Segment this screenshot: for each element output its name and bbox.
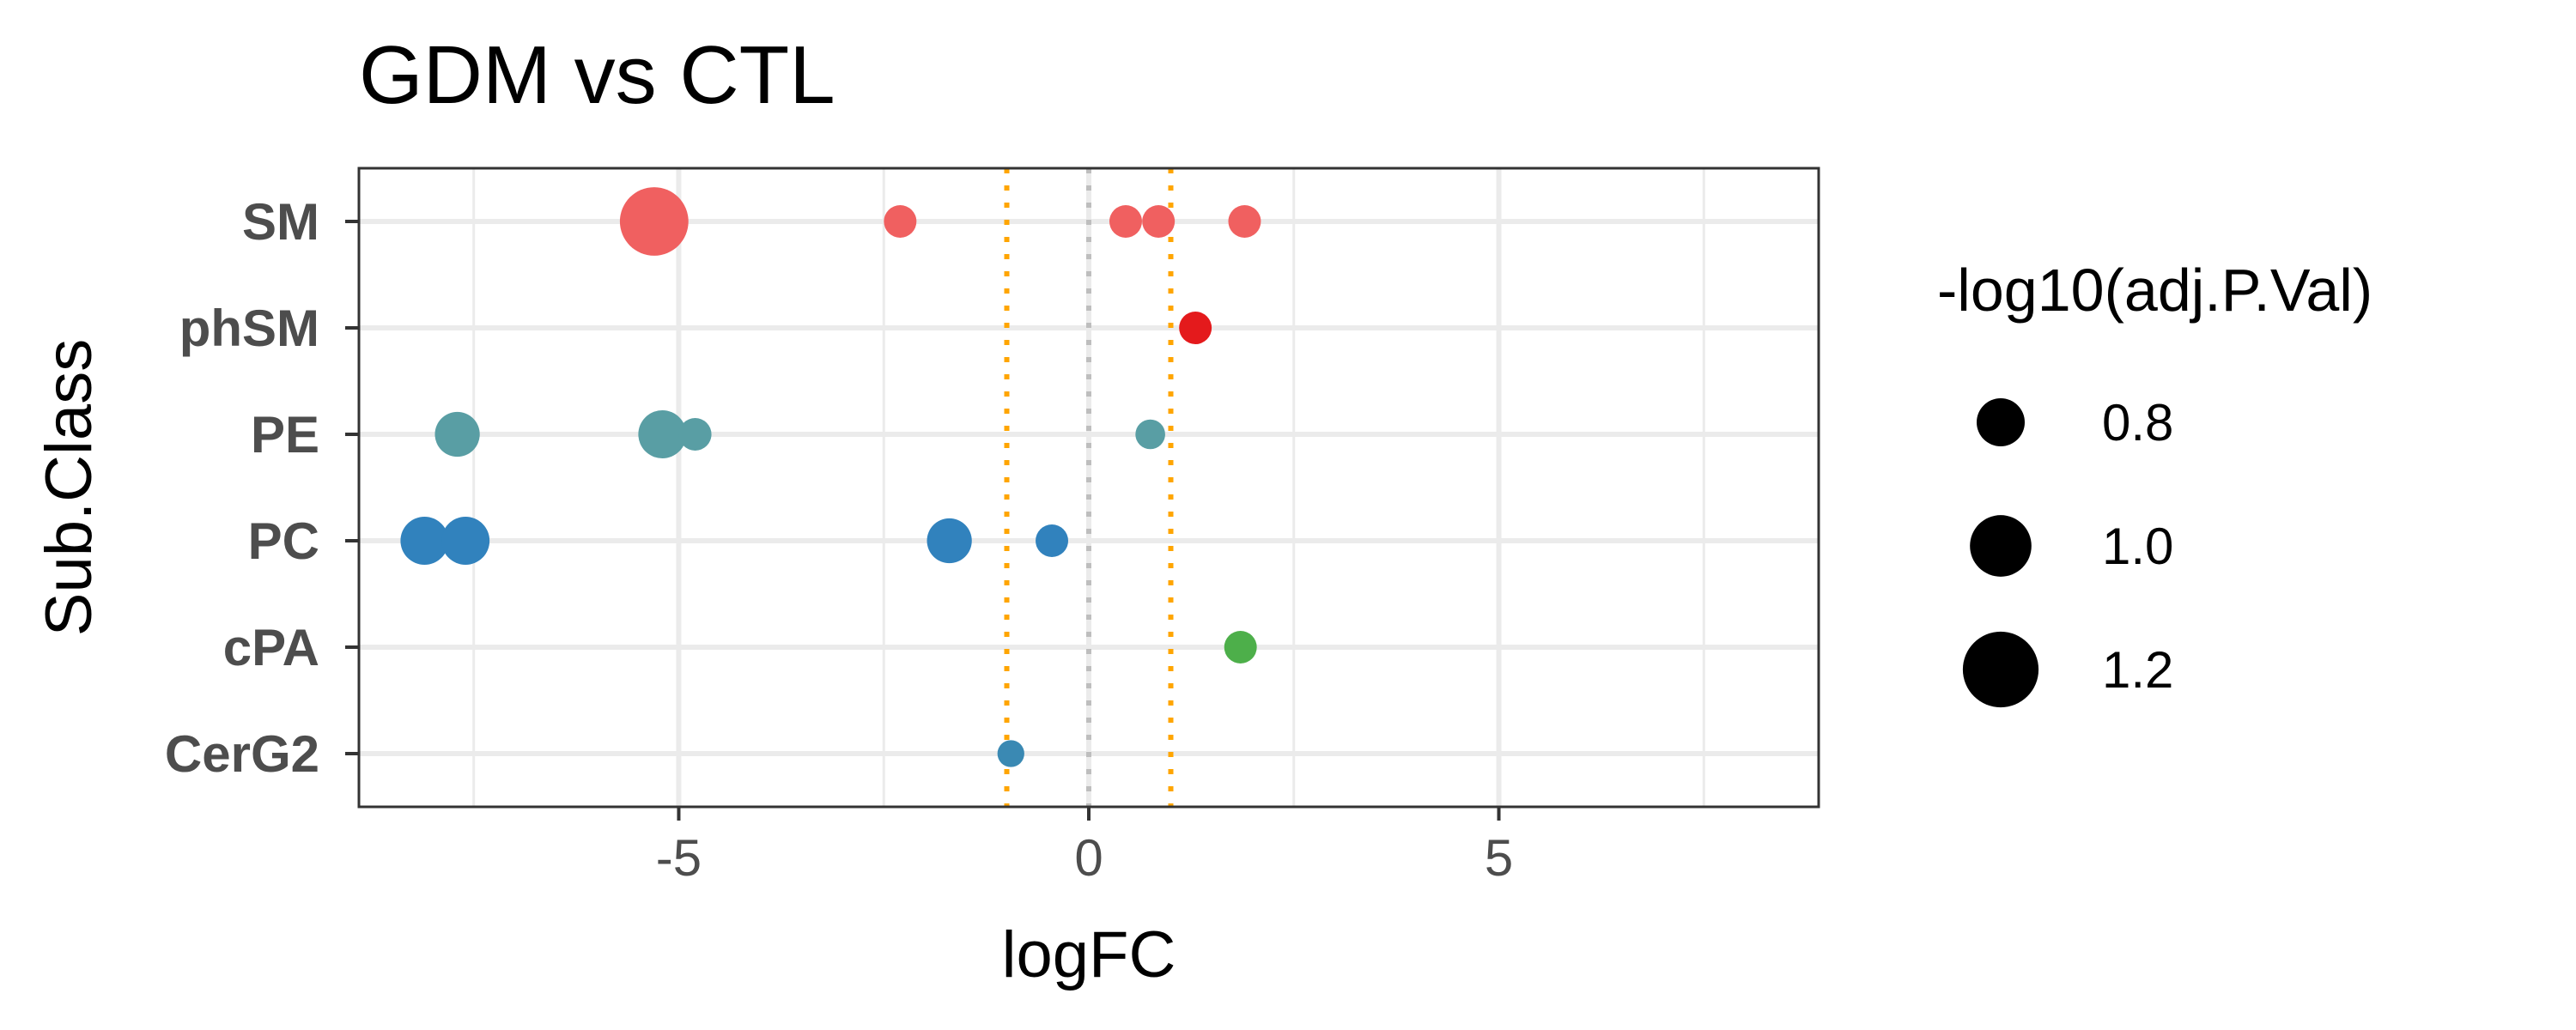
x-tick-label: 0: [1074, 829, 1103, 887]
legend-label: 1.2: [2102, 641, 2173, 699]
reference-lines: [1004, 168, 1174, 807]
x-tick-label: -5: [656, 829, 702, 887]
x-axis: -5 0 5: [656, 807, 1513, 887]
data-point: [1036, 524, 1069, 557]
y-axis: CerG2 cPA PC PE phSM SM: [165, 193, 359, 783]
grid: [359, 168, 1819, 807]
plot-panel: [357, 167, 1820, 809]
data-point: [1224, 631, 1257, 663]
legend-key: [1962, 631, 2039, 708]
chart-title: GDM vs CTL: [359, 29, 835, 121]
data-point: [1179, 312, 1212, 344]
data-points: [400, 187, 1261, 767]
data-point: [884, 205, 917, 238]
data-point: [1109, 205, 1142, 238]
y-tick-label: SM: [242, 193, 319, 251]
x-axis-title: logFC: [1002, 918, 1176, 991]
legend-title: -log10(adj.P.Val): [1937, 257, 2372, 324]
legend-label: 1.0: [2102, 518, 2173, 575]
data-point: [619, 187, 689, 256]
data-point: [1142, 205, 1176, 238]
y-tick-label: PC: [248, 512, 319, 570]
data-point: [1135, 419, 1165, 450]
y-tick-label: phSM: [179, 300, 319, 357]
data-point: [400, 517, 449, 565]
data-point: [434, 411, 480, 457]
data-point: [441, 517, 490, 565]
data-point: [678, 418, 712, 451]
y-tick-label: CerG2: [165, 725, 319, 783]
legend-label: 0.8: [2102, 394, 2173, 451]
y-tick-label: cPA: [223, 619, 319, 676]
legend-key: [1977, 398, 2025, 446]
data-point: [927, 518, 972, 564]
y-axis-title: Sub.Class: [33, 339, 106, 636]
data-point: [997, 740, 1024, 767]
x-tick-label: 5: [1485, 829, 1513, 887]
data-point: [1228, 205, 1261, 238]
legend-key: [1970, 515, 2032, 577]
legend: -log10(adj.P.Val) 0.8 1.0 1.2: [1937, 257, 2372, 708]
y-tick-label: PE: [251, 406, 319, 464]
data-point: [638, 410, 687, 458]
